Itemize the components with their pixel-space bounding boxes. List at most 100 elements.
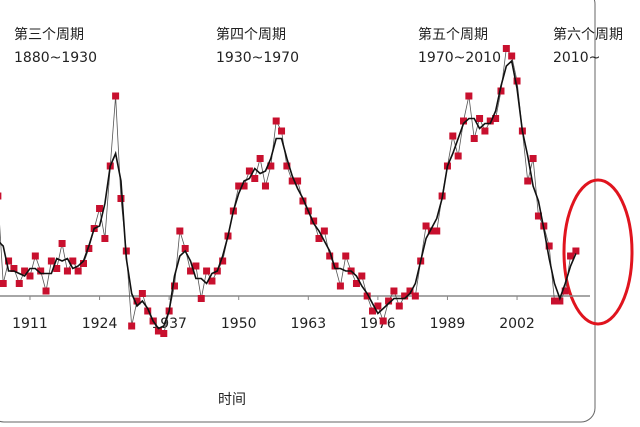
- x-tick-label: 1976: [360, 316, 396, 332]
- data-point: [240, 182, 248, 190]
- frame: [0, 0, 596, 423]
- x-tick-label: 2002: [499, 316, 535, 332]
- cycle-period: 1970~2010: [418, 50, 501, 66]
- data-point: [476, 115, 484, 122]
- data-point: [551, 297, 559, 305]
- data-point: [363, 292, 371, 300]
- data-point: [358, 272, 366, 280]
- cycle-period: 2010~: [553, 50, 600, 66]
- data-point: [567, 252, 575, 260]
- data-point: [433, 227, 441, 235]
- data-point: [187, 267, 195, 275]
- data-point: [545, 242, 553, 250]
- cycle-title: 第四个周期: [216, 26, 286, 43]
- data-point: [374, 302, 382, 310]
- data-point: [170, 282, 178, 290]
- data-point: [278, 127, 286, 135]
- data-point: [63, 267, 71, 275]
- cycle-title: 第五个周期: [418, 26, 488, 43]
- data-point: [502, 45, 510, 52]
- data-point: [524, 177, 532, 185]
- data-point: [0, 192, 2, 200]
- data-point: [315, 235, 323, 242]
- data-point: [283, 162, 291, 170]
- data-point: [534, 212, 542, 220]
- data-point: [411, 292, 419, 300]
- data-point: [256, 155, 264, 162]
- data-point: [326, 252, 334, 260]
- data-point: [449, 132, 457, 140]
- data-point: [58, 240, 66, 247]
- cycle-period: 1880~1930: [14, 50, 97, 66]
- data-point: [561, 287, 569, 295]
- smoothed-line: [0, 59, 577, 330]
- data-point: [492, 115, 500, 122]
- x-tick-label: 1911: [12, 316, 48, 332]
- data-point: [454, 152, 462, 160]
- data-point: [176, 227, 184, 235]
- data-point: [299, 197, 307, 205]
- x-tick-label: 1963: [290, 316, 326, 332]
- data-point: [267, 162, 275, 170]
- data-point: [310, 217, 318, 225]
- data-point: [385, 297, 393, 305]
- data-point: [138, 290, 146, 297]
- data-point: [112, 92, 120, 100]
- data-point: [219, 257, 227, 265]
- data-point: [53, 265, 61, 272]
- data-point: [508, 52, 516, 60]
- highlight-ellipse: [562, 178, 634, 326]
- data-point: [117, 195, 125, 202]
- data-point: [154, 327, 162, 335]
- data-line: [0, 47, 577, 335]
- data-point: [203, 267, 211, 275]
- data-point: [0, 280, 7, 287]
- data-point: [401, 292, 409, 300]
- data-point: [42, 287, 50, 295]
- data-point: [251, 175, 259, 182]
- data-point: [572, 247, 580, 255]
- data-point: [192, 262, 200, 270]
- data-point: [406, 287, 414, 295]
- data-point: [74, 267, 82, 275]
- data-point: [128, 322, 136, 330]
- data-point: [31, 252, 39, 260]
- data-point: [395, 302, 403, 310]
- data-point: [101, 235, 109, 242]
- data-point: [556, 297, 564, 305]
- data-point: [144, 307, 152, 315]
- data-point: [37, 267, 45, 275]
- data-point: [465, 92, 473, 100]
- data-point: [427, 227, 435, 235]
- data-point: [15, 280, 23, 287]
- data-point: [21, 267, 29, 275]
- cycle-title: 第三个周期: [14, 26, 84, 43]
- data-point: [26, 272, 34, 280]
- data-point: [197, 295, 205, 302]
- data-point: [390, 287, 398, 295]
- data-point: [208, 277, 216, 285]
- x-tick-label: 1924: [82, 316, 118, 332]
- data-point: [369, 307, 377, 315]
- x-axis-label: 时间: [218, 392, 246, 408]
- data-point: [96, 205, 104, 212]
- cycle-period: 1930~1970: [216, 50, 299, 66]
- data-point: [529, 155, 537, 162]
- data-point: [342, 252, 350, 260]
- data-point: [245, 167, 253, 175]
- data-point: [481, 127, 489, 135]
- data-point: [460, 117, 468, 125]
- data-point: [85, 245, 93, 252]
- data-point: [294, 177, 302, 185]
- data-point: [47, 257, 55, 265]
- data-point: [379, 317, 387, 325]
- data-point: [470, 135, 478, 142]
- data-point: [486, 117, 494, 125]
- data-point: [160, 330, 168, 337]
- data-point: [288, 177, 296, 185]
- data-point: [497, 87, 505, 95]
- data-point: [5, 257, 13, 265]
- data-point: [235, 182, 243, 190]
